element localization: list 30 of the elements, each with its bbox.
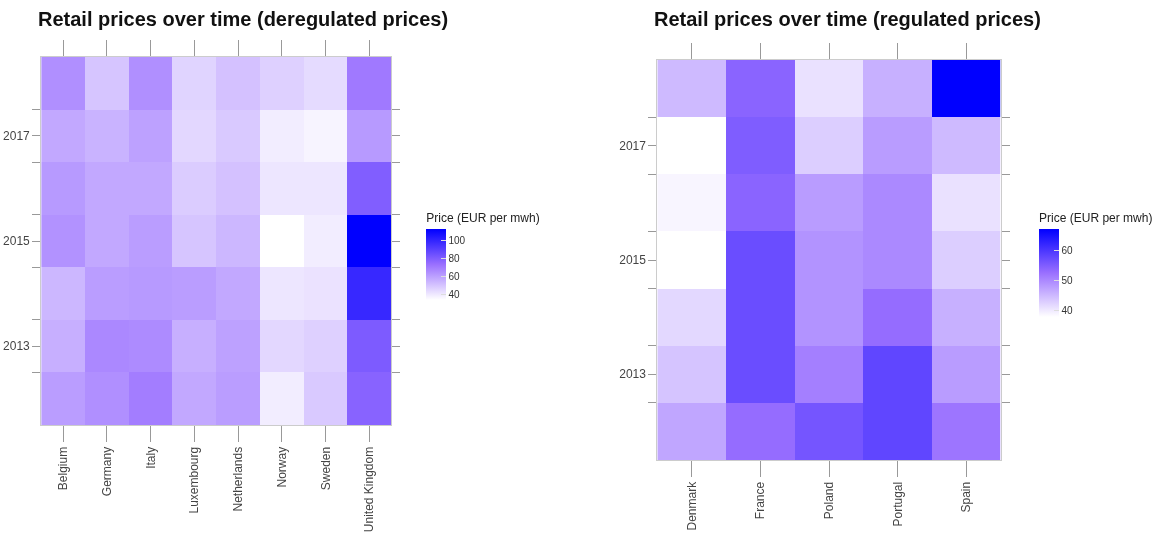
color-bar-label: 80 [448, 253, 461, 265]
y-tick-label: 2013 [3, 339, 31, 354]
y-tick-label: 2015 [3, 234, 31, 249]
x-tick-label: Netherlands [231, 446, 246, 512]
chart-title: Retail prices over time (deregulated prices) [38, 8, 449, 30]
color-bar-label: 60 [1061, 244, 1074, 256]
color-bar-label: 40 [1061, 305, 1074, 317]
x-tick-label: Denmark [684, 480, 699, 531]
color-bar-title: Price (EUR per mwh) [426, 211, 540, 225]
x-tick-label: Norway [274, 446, 289, 488]
x-tick-label: Poland [821, 481, 836, 520]
x-tick-label: Spain [959, 481, 974, 513]
x-tick-label: Belgium [55, 446, 70, 491]
x-tick-label: Germany [99, 446, 114, 497]
color-bar-title: Price (EUR per mwh) [1039, 211, 1153, 225]
y-tick-label: 2015 [619, 253, 647, 268]
color-bar-label: 40 [448, 289, 461, 301]
x-tick-label: Italy [143, 446, 158, 469]
x-tick-label: Sweden [318, 446, 333, 491]
color-bar-label: 50 [1061, 275, 1074, 287]
x-tick-label: Luxembourg [187, 446, 202, 514]
y-tick-label: 2017 [619, 138, 647, 153]
chart-title: Retail prices over time (regulated prices) [654, 8, 1041, 30]
x-tick-label: Portugal [890, 481, 905, 527]
y-tick-label: 2013 [619, 367, 647, 382]
x-tick-label: France [753, 481, 768, 520]
x-tick-label: United Kingdom [362, 446, 377, 533]
color-bar-label: 100 [448, 235, 466, 247]
y-tick-label: 2017 [3, 129, 31, 144]
color-bar-label: 60 [448, 271, 461, 283]
